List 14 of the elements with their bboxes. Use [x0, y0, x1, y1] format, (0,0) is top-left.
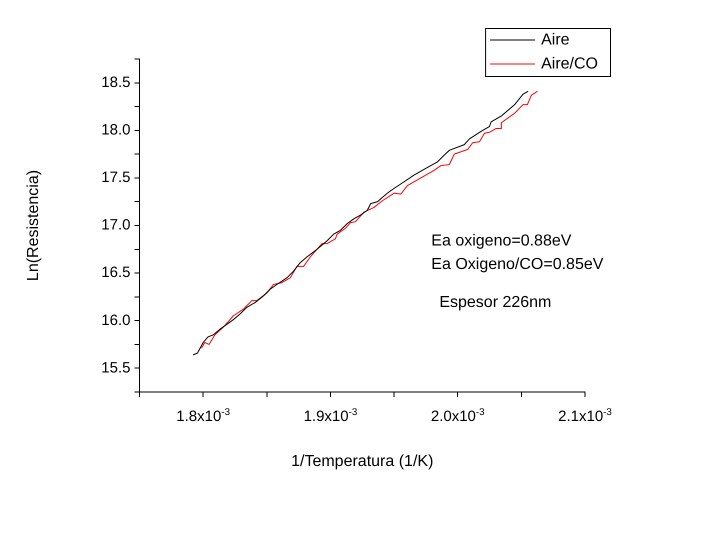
y-tick-label: 18.0 — [101, 122, 130, 138]
annotation: Ea oxigeno=0.88eV — [431, 232, 572, 250]
y-tick-label: 15.5 — [101, 359, 130, 376]
legend-label: Aire — [541, 31, 570, 48]
y-tick-label: 18.5 — [101, 74, 130, 91]
legend-label: Aire/CO — [541, 55, 598, 72]
y-tick-label: 17.0 — [101, 216, 130, 234]
y-axis-title: Ln(Resistencia) — [25, 170, 42, 282]
y-tick-label: 17.5 — [101, 169, 130, 186]
y-tick-label: 16.0 — [101, 312, 130, 329]
x-axis-title: 1/Temperatura (1/K) — [291, 452, 434, 470]
annotation: Espesor 226nm — [439, 294, 552, 312]
y-tick-label: 16.5 — [101, 264, 130, 282]
annotation: Ea Oxigeno/CO=0.85eV — [431, 256, 604, 273]
